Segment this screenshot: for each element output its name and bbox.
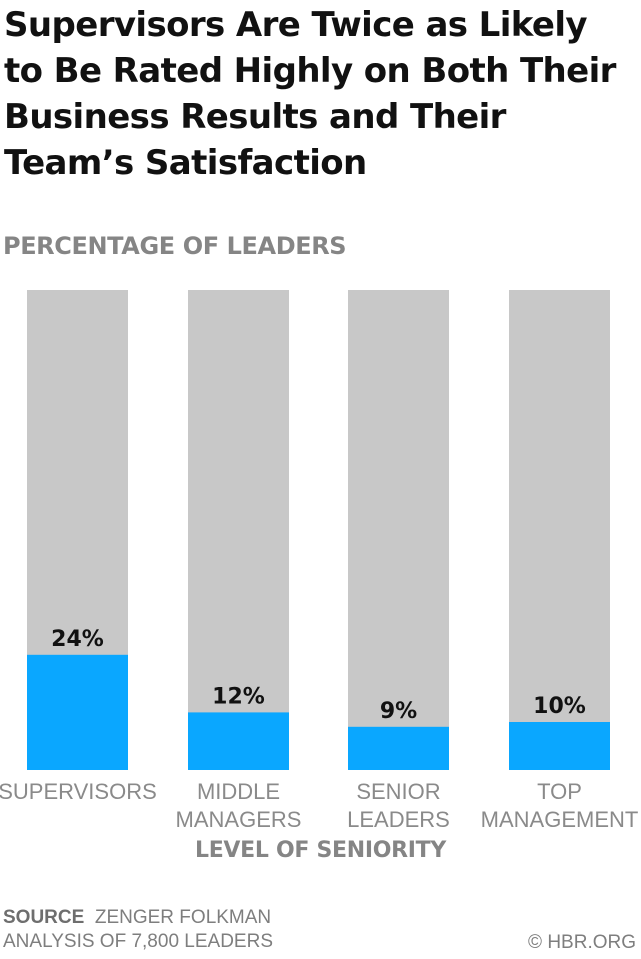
bar: [27, 654, 128, 770]
chart-subtitle: PERCENTAGE OF LEADERS: [3, 232, 347, 260]
category-label: LEADERS: [347, 807, 450, 832]
bar-value-label: 24%: [51, 627, 104, 652]
category-label: MANAGEMENT: [481, 807, 639, 832]
copyright-credit: © HBR.ORG: [528, 932, 636, 953]
chart-title: Supervisors Are Twice as Likely to Be Ra…: [4, 5, 616, 183]
category-label: MANAGERS: [176, 807, 302, 832]
category-label: TOP: [537, 779, 582, 804]
bar: [509, 722, 610, 770]
source-note: SOURCE ZENGER FOLKMAN ANALYSIS OF 7,800 L…: [3, 906, 273, 954]
bar: [348, 726, 449, 770]
category-label: SENIOR: [356, 779, 440, 804]
bar: [188, 712, 289, 770]
bar-background: [509, 290, 610, 770]
bar-value-label: 10%: [533, 694, 586, 719]
x-axis-label: LEVEL OF SENIORITY: [194, 838, 446, 863]
source-label: SOURCE: [3, 907, 85, 928]
source-line-1: ZENGER FOLKMAN: [94, 907, 272, 928]
bar-value-label: 12%: [212, 684, 265, 709]
bar-background: [348, 290, 449, 770]
bar-chart: 24% SUPERVISORS 12% MIDDLE MANAGERS 9% SENIOR L…: [0, 290, 639, 832]
category-label: SUPERVISORS: [0, 779, 157, 804]
category-label: MIDDLE: [197, 779, 280, 804]
bar-background: [188, 290, 289, 770]
bar-value-label: 9%: [380, 699, 417, 724]
source-line-2: ANALYSIS OF 7,800 LEADERS: [3, 931, 273, 952]
